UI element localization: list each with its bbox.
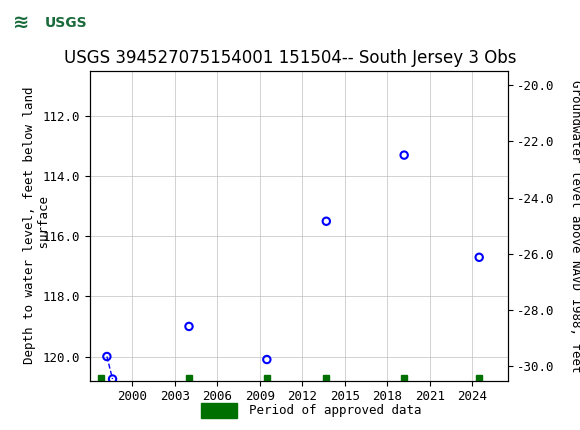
Bar (6, 3, 84, 42)
Text: USGS 394527075154001 151504-- South Jersey 3 Obs: USGS 394527075154001 151504-- South Jers… (64, 49, 516, 68)
Y-axis label: Groundwater level above NAVD 1988, feet: Groundwater level above NAVD 1988, feet (568, 80, 580, 372)
Point (262, 356, 271, 363)
Y-axis label: Depth to water level, feet below land
 surface: Depth to water level, feet below land su… (23, 87, 51, 365)
Point (322, 218, 331, 225)
Point (400, 152, 409, 159)
Point (474, 254, 484, 261)
Point (108, 376, 117, 383)
Point (102, 353, 111, 360)
Bar (6, 3, 84, 42)
Bar (201, 403, 237, 418)
Text: USGS: USGS (45, 15, 87, 30)
Text: Period of approved data: Period of approved data (249, 404, 422, 417)
Point (184, 323, 194, 330)
Text: ≋: ≋ (13, 13, 30, 32)
